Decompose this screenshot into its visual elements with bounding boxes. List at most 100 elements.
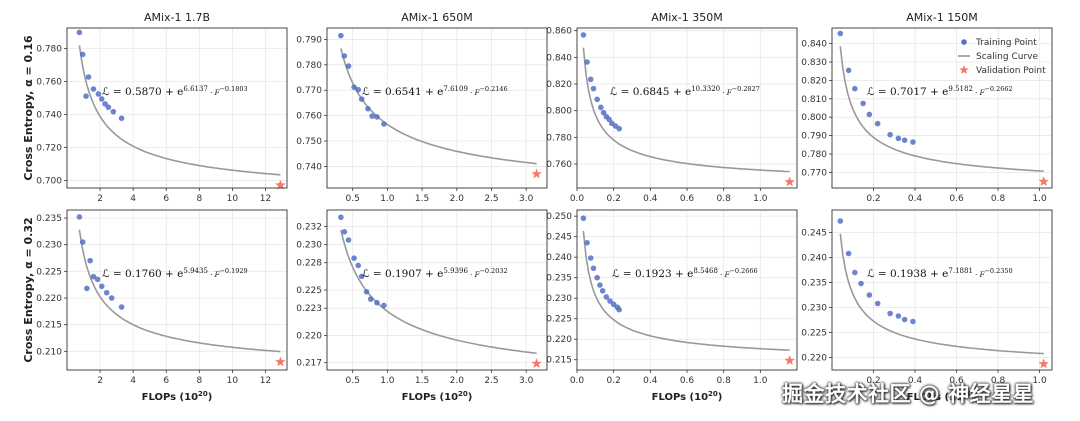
y-tick-label: 0.225 <box>296 286 322 296</box>
subplot-title: AMix-1 650M <box>401 11 473 24</box>
training-point <box>98 96 105 102</box>
x-tick-label: 0.2 <box>866 194 880 204</box>
y-tick-label: 0.840 <box>801 40 827 50</box>
axes-frame <box>831 27 1053 189</box>
training-point <box>351 84 357 90</box>
y-tick-label: 0.225 <box>801 329 827 339</box>
training-point <box>584 240 590 246</box>
x-tick-label: 3.0 <box>519 376 534 386</box>
subplot-7: 0.0 0.2 0.4 0.6 0.8 1.0 0.215 0.220 0.225 0.230 0.… <box>546 209 798 403</box>
training-point <box>351 255 357 261</box>
y-tick-label: 0.220 <box>801 354 827 364</box>
y-tick-label: 0.760 <box>546 160 572 170</box>
training-point <box>874 300 881 307</box>
training-point <box>594 96 600 103</box>
x-tick-label: 0.2 <box>866 376 880 386</box>
y-tick-label: 0.235 <box>36 214 62 224</box>
x-axis-label: FLOPs (1020) <box>907 390 978 403</box>
y-tick-label: 0.215 <box>546 356 572 366</box>
x-tick-label: 2.0 <box>450 194 465 204</box>
training-point <box>103 289 110 296</box>
training-point <box>858 280 864 287</box>
training-point <box>616 306 622 313</box>
watermark-text: 掘金技术社区 @ 神经星星 <box>782 382 1035 406</box>
x-tick-label: 0.0 <box>570 194 585 204</box>
subplot-title: AMix-1 350M <box>651 11 723 24</box>
y-tick-label: 0.245 <box>801 229 827 239</box>
training-point <box>338 214 344 221</box>
training-point <box>895 135 902 142</box>
y-tick-label: 0.780 <box>36 45 62 55</box>
y-tick-label: 0.240 <box>801 254 827 264</box>
y-tick-label: 0.840 <box>546 53 572 63</box>
training-point <box>866 292 873 298</box>
training-point <box>901 137 908 143</box>
y-tick-label: 0.820 <box>546 80 572 90</box>
subplot-8: 0.2 0.4 0.6 0.8 1.0 0.220 0.225 0.230 0.235 0.240… <box>801 209 1053 403</box>
training-point <box>901 316 908 323</box>
scaling-formula: ℒ = 0.1760 + e5.9435 · F−0.1929 <box>102 267 248 280</box>
scaling-curve <box>78 45 281 176</box>
x-axis-label: FLOPs (1020) <box>652 390 723 403</box>
y-tick-label: 0.700 <box>36 177 62 187</box>
training-point <box>365 105 371 112</box>
training-point <box>587 255 594 261</box>
y-tick-label: 0.780 <box>296 61 322 71</box>
x-tick-label: 6 <box>163 194 169 204</box>
legend-training-marker <box>961 39 967 45</box>
training-point <box>374 114 380 120</box>
training-point <box>358 273 365 280</box>
x-tick-label: 1.0 <box>1032 376 1047 386</box>
legend-validation-label: Validation Point <box>976 66 1046 76</box>
subplot-5: 2 4 6 8 10 12 0.210 0.215 0.220 0.225 0.230 0.235 ℒ … <box>36 209 288 403</box>
x-tick-label: 0.6 <box>680 194 695 204</box>
training-point <box>590 265 597 272</box>
x-tick-label: 2.0 <box>450 376 465 386</box>
y-tick-label: 0.235 <box>546 274 572 284</box>
training-point <box>363 289 370 295</box>
training-point <box>860 100 866 107</box>
training-point <box>837 30 844 37</box>
scaling-curve <box>839 233 1044 355</box>
y-tick-label: 0.790 <box>801 132 827 142</box>
y-tick-label: 0.215 <box>36 321 62 331</box>
validation-point <box>784 176 795 187</box>
y-tick-label: 0.770 <box>801 168 827 178</box>
subplot-4: 0.2 0.4 0.6 0.8 1.0 0.770 0.780 0.790 0.800 0.810… <box>801 11 1053 204</box>
training-point <box>580 215 587 222</box>
training-point <box>79 51 86 58</box>
y-tick-label: 0.232 <box>296 222 322 232</box>
scaling-formula: ℒ = 0.1907 + e5.9396 · F−0.2032 <box>362 267 508 280</box>
training-point <box>90 273 97 280</box>
validation-point <box>275 179 286 190</box>
x-tick-label: 0.6 <box>949 194 964 204</box>
y-tick-label: 0.770 <box>296 86 322 96</box>
axes-frame <box>326 209 548 371</box>
row-label: Cross Entropy, α = 0.32 <box>22 217 35 362</box>
y-tick-label: 0.780 <box>801 150 827 160</box>
x-tick-label: 1.0 <box>1032 194 1047 204</box>
y-tick-label: 0.860 <box>546 27 572 37</box>
scaling-formula: ℒ = 0.1923 + e8.5468 · F−0.2666 <box>612 267 758 280</box>
subplot-1: 2 4 6 8 10 12 0.700 0.720 0.740 0.760 0.780 AMix-1 … <box>36 11 288 204</box>
x-tick-label: 2 <box>97 194 103 204</box>
y-tick-label: 0.740 <box>36 111 62 121</box>
training-point <box>852 269 858 276</box>
x-tick-label: 0.8 <box>991 376 1006 386</box>
training-point <box>598 104 604 111</box>
training-point <box>852 85 858 92</box>
training-point <box>83 93 89 99</box>
x-tick-label: 0.8 <box>717 376 732 386</box>
x-tick-label: 0.5 <box>346 376 360 386</box>
x-tick-label: 3.0 <box>519 194 534 204</box>
x-tick-label: 0.2 <box>607 194 621 204</box>
subplot-2: 0.5 1.0 1.5 2.0 2.5 3.0 0.740 0.750 0.760 0.770 0.… <box>296 11 548 204</box>
training-point <box>345 63 352 69</box>
scaling-formula: ℒ = 0.5870 + e6.6137 · F−0.1803 <box>102 85 248 98</box>
scaling-formula: ℒ = 0.1938 + e7.1881 · F−0.2350 <box>867 267 1013 280</box>
y-tick-label: 0.217 <box>296 359 322 369</box>
x-tick-label: 1.0 <box>753 376 768 386</box>
x-tick-label: 4 <box>130 376 136 386</box>
training-point <box>599 288 606 294</box>
